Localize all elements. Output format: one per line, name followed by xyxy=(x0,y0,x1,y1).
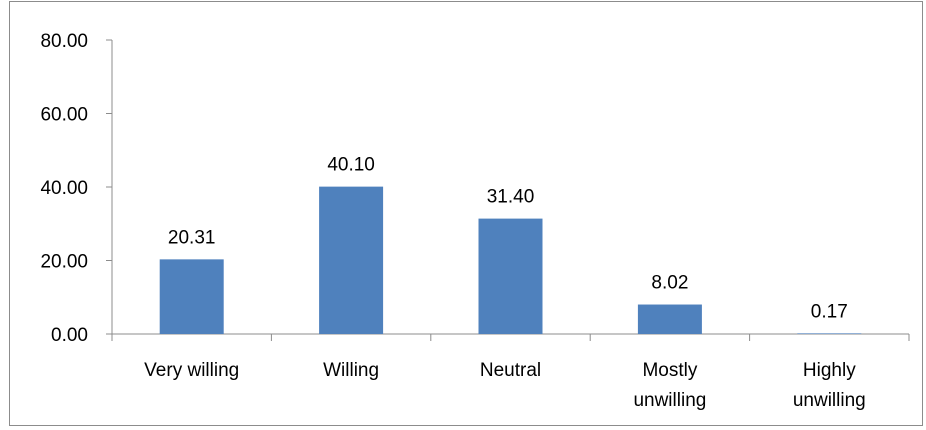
data-labels: 20.31 40.10 31.40 8.02 0.17 xyxy=(168,155,848,323)
chart-frame xyxy=(9,1,923,426)
y-axis: 0.00 20.00 40.00 60.00 80.00 xyxy=(40,31,113,346)
y-tick-label: 20.00 xyxy=(40,252,88,273)
x-tick-label: Highly unwilling xyxy=(793,360,866,411)
data-label: 8.02 xyxy=(651,273,688,294)
x-axis: Very willing Willing Neutral Mostly unwillin… xyxy=(111,333,910,411)
data-label: 0.17 xyxy=(811,301,848,322)
y-tick-label: 80.00 xyxy=(40,31,88,52)
data-label: 31.40 xyxy=(487,187,535,208)
x-tick-label: Willing xyxy=(323,360,379,381)
bar xyxy=(478,218,543,334)
bars xyxy=(159,186,862,334)
data-label: 40.10 xyxy=(327,155,375,176)
y-tick-label: 0.00 xyxy=(51,325,88,346)
bar xyxy=(319,186,384,334)
bar xyxy=(797,333,862,334)
bar xyxy=(637,304,702,334)
data-label: 20.31 xyxy=(168,227,216,248)
y-tick-label: 40.00 xyxy=(40,178,88,199)
x-tick-label: Neutral xyxy=(480,360,541,381)
x-tick-label: Very willing xyxy=(144,360,239,381)
bar xyxy=(159,259,224,334)
y-tick-label: 60.00 xyxy=(40,105,88,126)
x-tick-label: Mostly unwilling xyxy=(633,360,706,411)
